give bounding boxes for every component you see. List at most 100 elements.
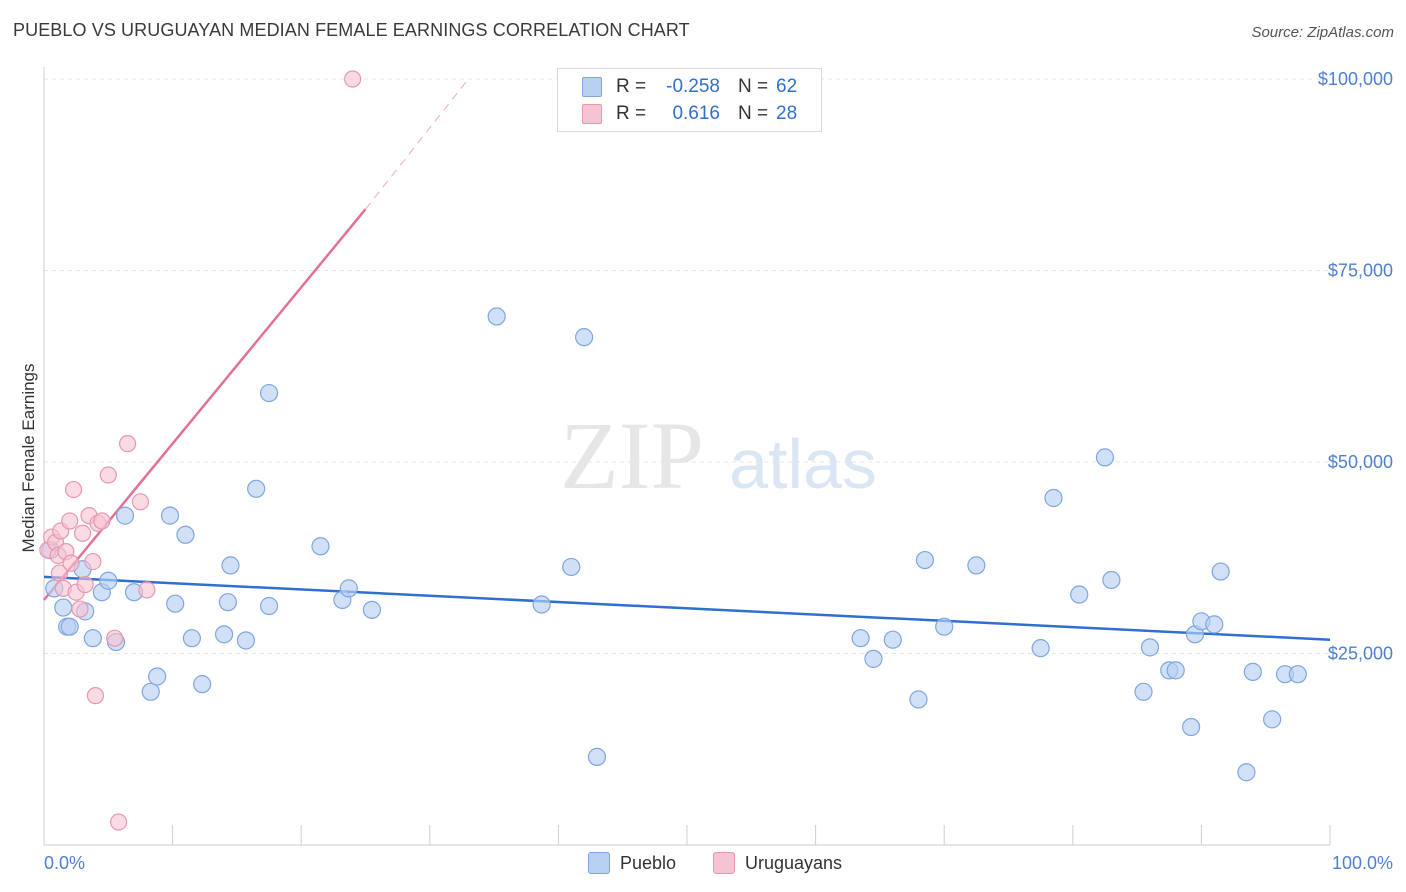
uruguayans-swatch (582, 104, 602, 124)
grid-lines (44, 78, 1393, 654)
watermark: ZIP atlas (560, 402, 877, 509)
correlation-legend: R = -0.258 N = 62 R = 0.616 N = 28 (557, 68, 822, 132)
data-points (39, 70, 1307, 831)
pueblo-point (1205, 615, 1224, 634)
pueblo-point (909, 690, 928, 709)
uruguayans-legend-swatch (713, 852, 735, 874)
uruguayans-point (138, 581, 156, 599)
pueblo-point (1263, 710, 1282, 729)
pueblo-point (1211, 562, 1230, 581)
pueblo-point (148, 667, 167, 686)
pueblo-point (1070, 585, 1089, 604)
uruguayans-point (73, 524, 92, 542)
pueblo-point (1140, 638, 1160, 657)
r-label: R = (616, 76, 647, 97)
axes (43, 67, 1331, 846)
pueblo-point (115, 506, 135, 525)
uruguayans-point (131, 493, 150, 511)
uruguayans-point (76, 575, 94, 594)
pueblo-point (141, 682, 160, 701)
uruguayans-point (344, 70, 362, 88)
uruguayans-point (118, 435, 137, 453)
uruguayans-point (84, 552, 102, 571)
pueblo-point (851, 629, 870, 648)
pueblo-point (1288, 665, 1307, 684)
x-tick-label-min: 0.0% (44, 853, 85, 873)
pueblo-point (182, 629, 201, 648)
pueblo-point (1182, 717, 1201, 737)
pueblo-point (1237, 763, 1256, 782)
legend-row-uruguayans: R = 0.616 N = 28 (582, 101, 797, 127)
y-axis-label: Median Female Earnings (19, 364, 38, 553)
pueblo-point (176, 525, 195, 544)
pueblo-point (1134, 682, 1153, 701)
pueblo-point (587, 747, 607, 767)
legend-row-pueblo: R = -0.258 N = 62 (582, 74, 797, 100)
n-label: N = (738, 76, 769, 97)
pueblo-point (1243, 662, 1262, 681)
pueblo-point (60, 617, 79, 636)
uruguayans-point (109, 813, 128, 831)
n-value: 62 (776, 76, 798, 97)
uruguayans-point (62, 554, 80, 572)
uruguayans-point (71, 600, 89, 618)
pueblo-point (311, 537, 330, 556)
n-value: 28 (776, 103, 798, 124)
uruguayans-point (61, 512, 79, 530)
y-tick-label: $75,000 (1328, 261, 1393, 281)
watermark-atlas: atlas (729, 425, 877, 503)
pueblo-point (193, 675, 212, 694)
y-tick-labels: $25,000 $50,000 $75,000 $100,000 (1318, 69, 1393, 664)
bottom-legend-uruguayans: Uruguayans (713, 852, 842, 874)
uruguayans-trend-extension (365, 78, 469, 210)
uruguayans-trend-line (43, 208, 367, 601)
pueblo-point (967, 556, 986, 575)
bottom-legend-pueblo: Pueblo (588, 852, 676, 874)
pueblo-point (915, 550, 935, 570)
uruguayans-point (106, 629, 124, 647)
pueblo-legend-label: Pueblo (620, 852, 677, 873)
y-tick-label: $50,000 (1328, 452, 1393, 472)
pueblo-trend-line (43, 575, 1331, 641)
uruguayans-point (99, 466, 117, 484)
x-tick-label-max: 100.0% (1332, 853, 1393, 873)
y-tick-label: $25,000 (1328, 644, 1393, 664)
pueblo-point (339, 579, 358, 598)
pueblo-point (1044, 488, 1063, 508)
pueblo-point (236, 631, 256, 650)
pueblo-point (935, 617, 954, 636)
uruguayans-point (86, 687, 105, 705)
uruguayans-point (64, 480, 83, 499)
pueblo-point (532, 595, 551, 614)
pueblo-point (864, 649, 883, 668)
pueblo-point (1095, 448, 1115, 467)
pueblo-point (160, 506, 180, 525)
pueblo-point (1166, 661, 1185, 680)
pueblo-point (562, 557, 581, 577)
pueblo-point (487, 307, 506, 326)
source-label: Source: ZipAtlas.com (1251, 24, 1394, 41)
pueblo-point (214, 625, 234, 644)
y-tick-label: $100,000 (1318, 69, 1393, 89)
uruguayans-legend-label: Uruguayans (745, 852, 843, 873)
pueblo-point (1031, 639, 1050, 658)
pueblo-point (99, 571, 118, 590)
r-label: R = (616, 103, 647, 124)
pueblo-point (883, 630, 902, 649)
pueblo-point (1102, 570, 1121, 590)
pueblo-point (575, 328, 594, 347)
pueblo-point (259, 383, 279, 403)
pueblo-point (247, 479, 266, 498)
n-label: N = (738, 103, 769, 124)
pueblo-point (166, 594, 185, 613)
watermark-zip: ZIP (560, 402, 704, 509)
pueblo-point (362, 600, 382, 619)
chart-title: PUEBLO VS URUGUAYAN MEDIAN FEMALE EARNIN… (13, 20, 690, 40)
trend-lines (43, 78, 1331, 641)
r-value: 0.616 (672, 103, 720, 124)
pueblo-point (221, 556, 240, 575)
pueblo-legend-swatch (588, 852, 610, 874)
pueblo-point (259, 596, 279, 616)
r-value: -0.258 (666, 76, 720, 97)
